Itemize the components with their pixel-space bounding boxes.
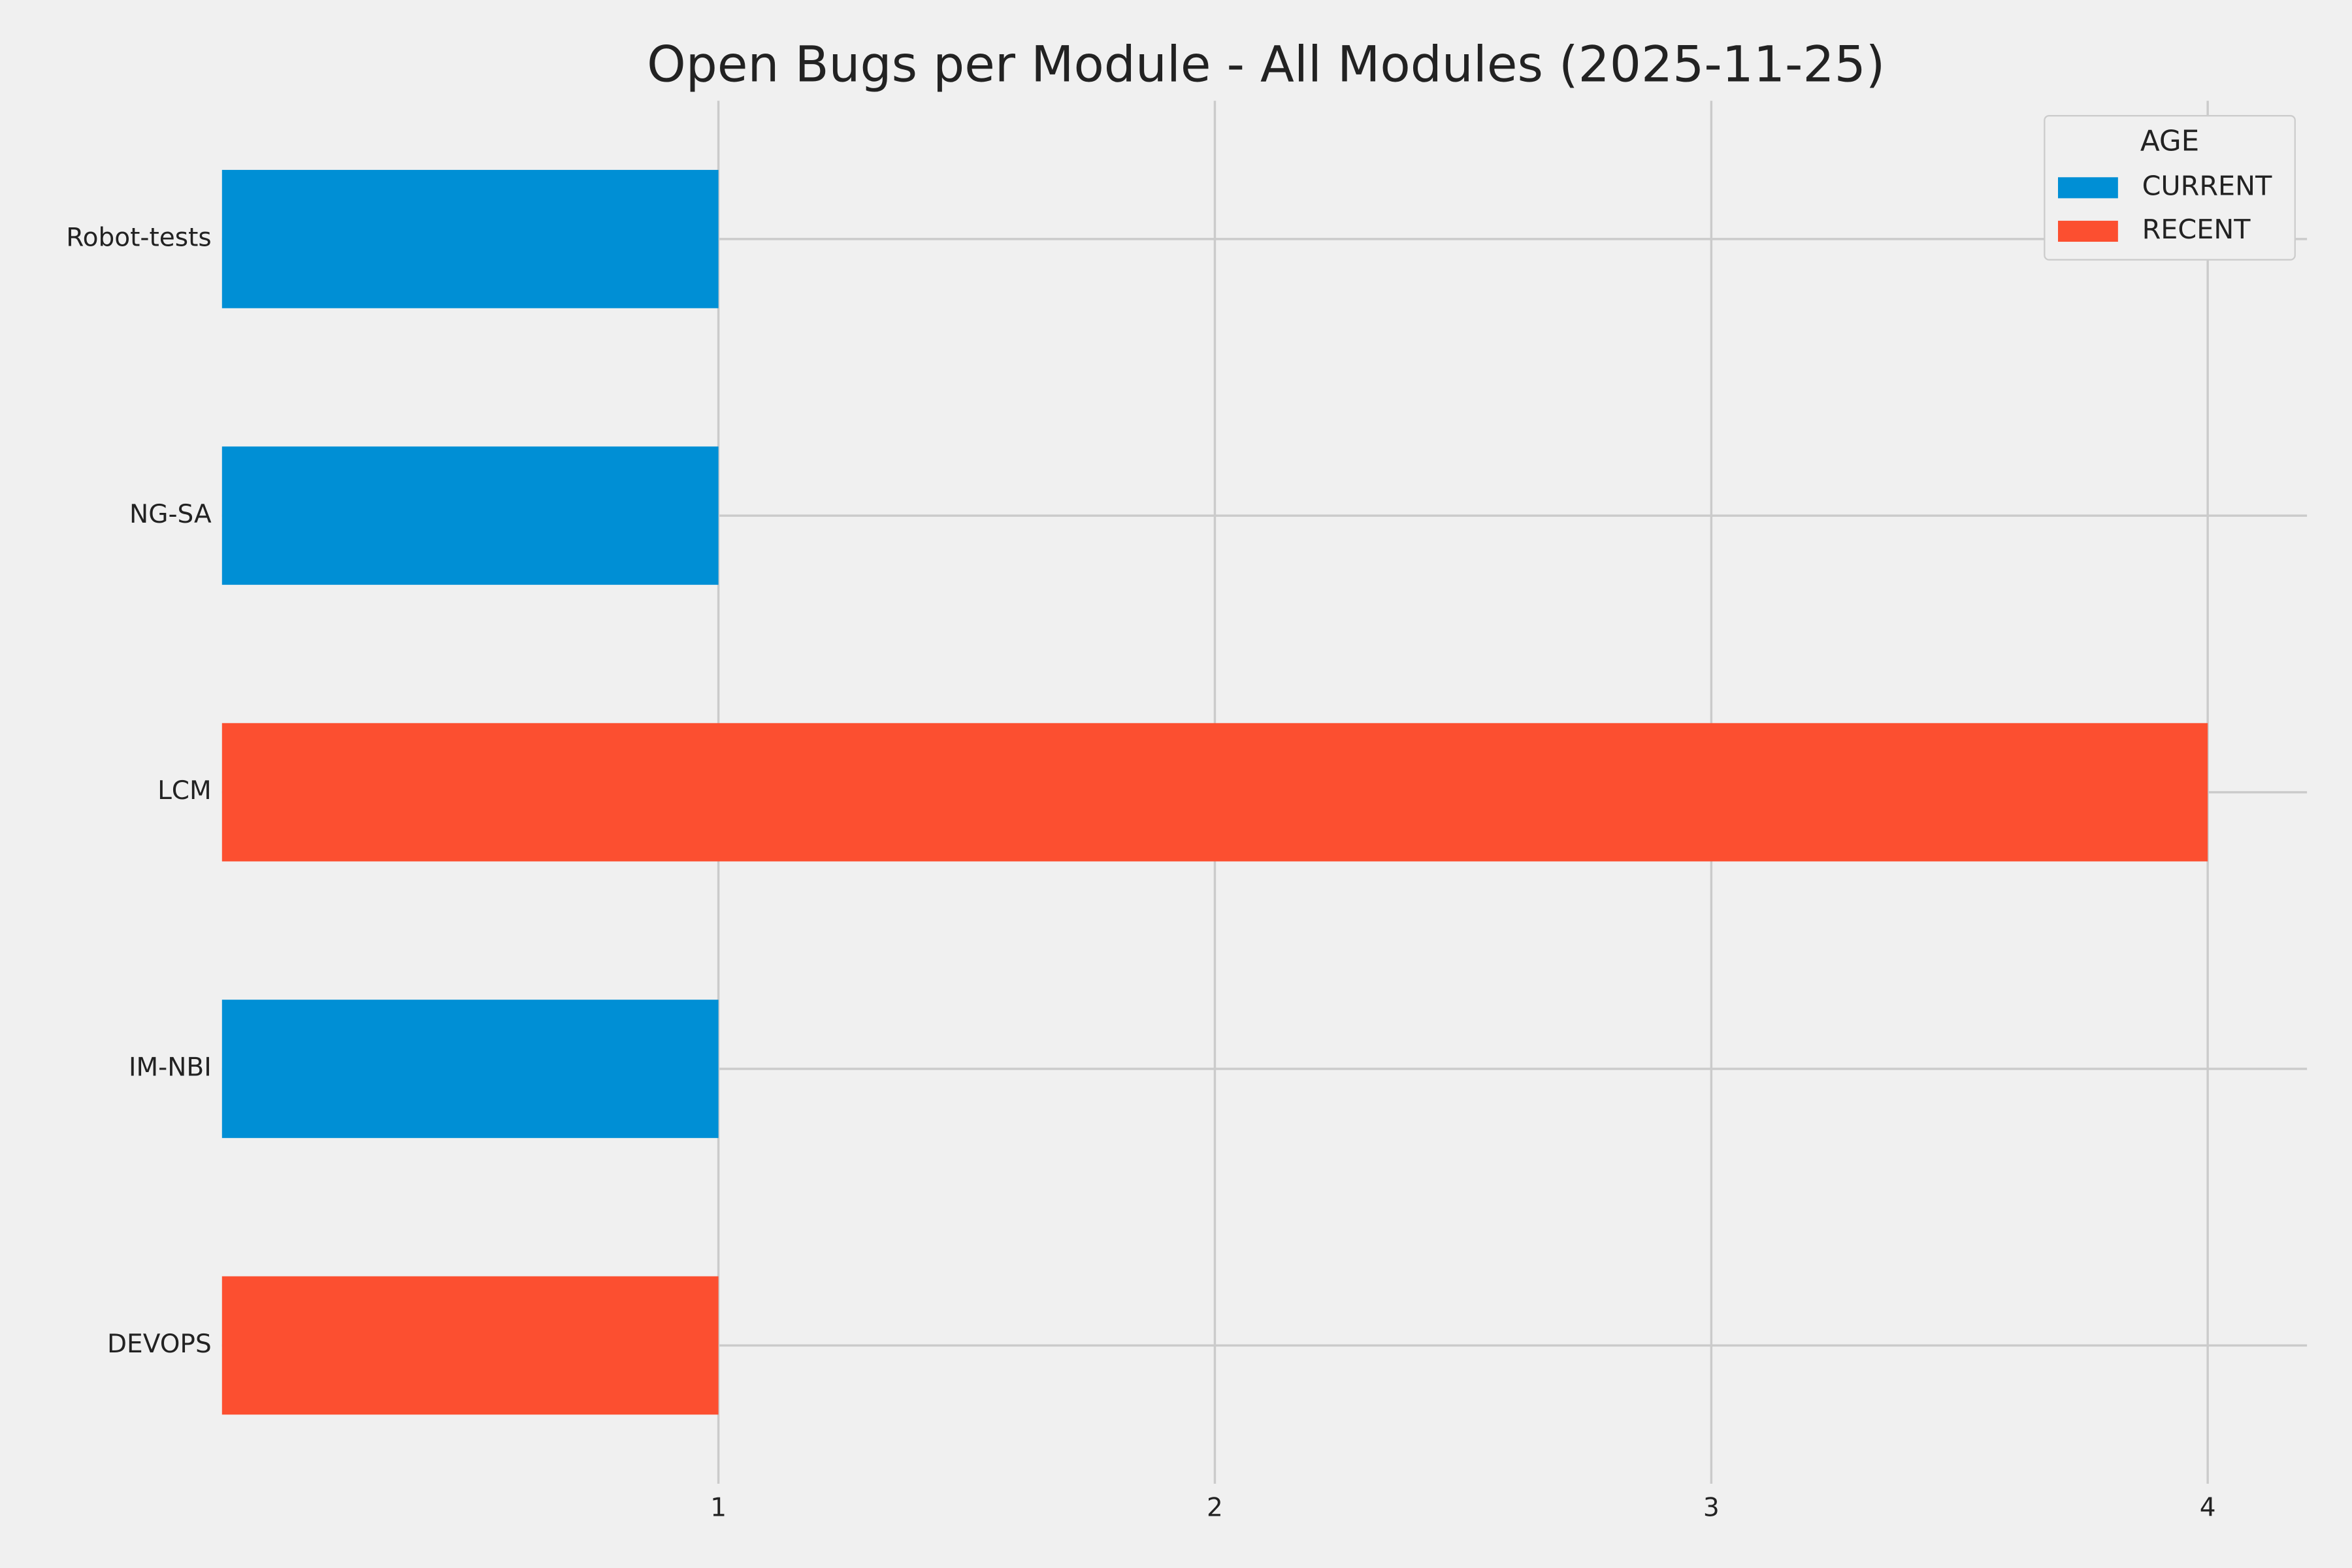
legend: AGE CURRENT RECENT bbox=[2044, 115, 2296, 261]
legend-label: RECENT bbox=[2142, 214, 2251, 245]
y-tick-label: IM-NBI bbox=[129, 1053, 212, 1082]
legend-label: CURRENT bbox=[2142, 170, 2273, 201]
bar bbox=[221, 170, 719, 308]
x-tick-label: 2 bbox=[1207, 1494, 1223, 1523]
legend-swatch bbox=[2058, 177, 2118, 199]
x-tick-label: 3 bbox=[1703, 1494, 1720, 1523]
y-tick-label: Robot-tests bbox=[66, 223, 212, 252]
y-tick-label: LCM bbox=[157, 776, 212, 806]
x-tick-label: 4 bbox=[2200, 1494, 2216, 1523]
legend-title: AGE bbox=[2140, 125, 2199, 157]
chart-title: Open Bugs per Module - All Modules (2025… bbox=[647, 36, 1885, 93]
legend-swatch bbox=[2058, 220, 2118, 242]
bar bbox=[221, 723, 2208, 862]
y-tick-label: DEVOPS bbox=[107, 1330, 212, 1359]
x-tick-label: 1 bbox=[710, 1494, 727, 1523]
y-tick-label: NG-SA bbox=[129, 500, 212, 529]
bar bbox=[221, 446, 719, 585]
bar bbox=[221, 1276, 719, 1415]
bar bbox=[221, 1000, 719, 1138]
